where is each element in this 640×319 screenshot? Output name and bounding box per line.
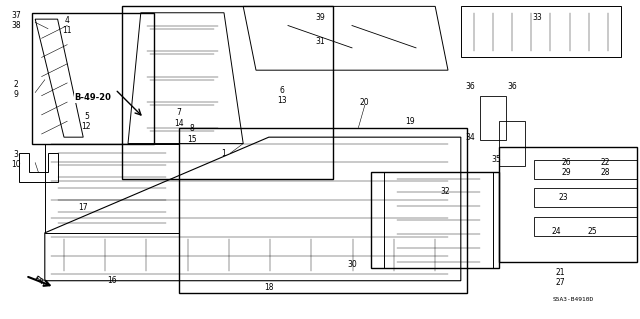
Text: 5
12: 5 12 xyxy=(82,112,91,131)
Bar xyxy=(122,6,333,179)
Text: 35: 35 xyxy=(491,155,501,164)
Text: 16: 16 xyxy=(107,276,117,285)
Text: 26
29: 26 29 xyxy=(561,158,572,177)
Text: 19: 19 xyxy=(404,117,415,126)
Text: 8
15: 8 15 xyxy=(187,124,197,144)
Bar xyxy=(179,128,467,293)
Text: 36: 36 xyxy=(507,82,517,91)
Text: 21
27: 21 27 xyxy=(555,268,565,287)
Text: 17: 17 xyxy=(78,203,88,212)
Text: 18: 18 xyxy=(264,283,273,292)
Text: 22
28: 22 28 xyxy=(600,158,609,177)
Text: 31: 31 xyxy=(315,37,325,46)
Text: B-49-20: B-49-20 xyxy=(74,93,111,102)
Text: 11: 11 xyxy=(63,26,72,35)
Text: 37
38: 37 38 xyxy=(11,11,21,30)
Text: 3
10: 3 10 xyxy=(11,150,21,169)
Text: 30: 30 xyxy=(347,260,357,269)
Text: 1: 1 xyxy=(221,149,227,158)
Text: 4: 4 xyxy=(65,16,70,25)
Text: 24: 24 xyxy=(552,227,562,236)
Text: 32: 32 xyxy=(440,187,450,196)
Text: 39: 39 xyxy=(315,13,325,22)
Text: S5A3-B4910D: S5A3-B4910D xyxy=(552,297,593,302)
Text: FR.: FR. xyxy=(33,275,47,287)
Bar xyxy=(499,147,637,262)
Text: 7
14: 7 14 xyxy=(174,108,184,128)
Bar xyxy=(371,172,499,268)
Text: 23: 23 xyxy=(558,193,568,202)
Text: 2
9: 2 9 xyxy=(13,80,19,99)
Text: 34: 34 xyxy=(465,133,476,142)
Text: 25: 25 xyxy=(587,227,597,236)
Text: 33: 33 xyxy=(532,13,543,22)
Text: 20: 20 xyxy=(360,98,370,107)
Text: 36: 36 xyxy=(465,82,476,91)
Bar xyxy=(32,13,154,144)
Text: 6
13: 6 13 xyxy=(276,86,287,105)
